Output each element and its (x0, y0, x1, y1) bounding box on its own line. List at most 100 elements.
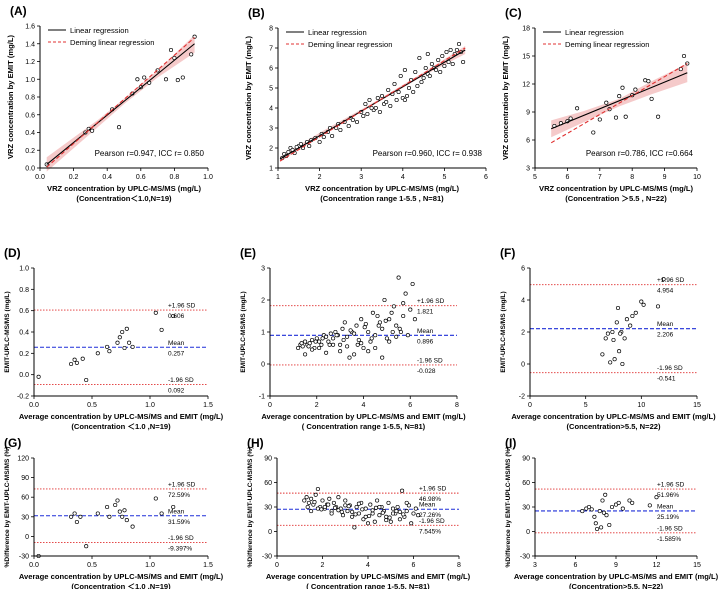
data-point-e (338, 349, 343, 354)
data-point-i (604, 513, 609, 518)
data-point-b (392, 81, 397, 87)
data-point-e (331, 342, 336, 347)
data-point-e (403, 291, 408, 296)
y-tick-label-c: 3 (526, 166, 530, 173)
data-point-h (401, 512, 406, 517)
data-point-h (304, 495, 309, 500)
y-tick-label-b: 5 (269, 86, 273, 93)
data-point-b (365, 111, 370, 117)
data-point-h (331, 500, 336, 505)
legend-label-linear-b: Linear regression (308, 28, 367, 37)
data-point-b (419, 79, 424, 85)
deming-regression-line-b (279, 47, 466, 162)
lower-limit-label-h: -1.96 SD (419, 518, 445, 525)
mean-value-i: 25.19% (657, 514, 679, 521)
lower-limit-label-g: -1.96 SD (168, 535, 194, 542)
data-point-d (153, 310, 158, 315)
data-point-h (350, 514, 355, 519)
x-axis-title-f: Average concentration by UPLC-MS/MS and … (511, 412, 716, 421)
x-axis-title-d: Average concentration by UPLC-MS/MS and … (19, 412, 224, 421)
legend-label-deming-a: Deming linear regression (70, 38, 154, 47)
data-point-b (298, 141, 303, 147)
x-tick-label-i: 9 (614, 562, 618, 569)
data-point-e (356, 337, 361, 343)
data-point-h (313, 492, 318, 497)
data-point-b (425, 51, 430, 57)
mean-value-e: 0.896 (417, 338, 434, 345)
lower-limit-label-d: -1.96 SD (168, 377, 194, 384)
data-point-f (655, 304, 661, 309)
data-point-i (627, 498, 632, 503)
data-point-d (105, 344, 110, 349)
data-point-f (620, 361, 625, 367)
legend-label-deming-c: Deming linear regression (565, 40, 649, 49)
legend-label-linear-a: Linear regression (70, 26, 129, 35)
y-tick-label-g: -30 (19, 554, 29, 561)
data-point-e (396, 275, 401, 280)
y-tick-label-a: 1.0 (25, 77, 35, 84)
data-point-f (630, 313, 635, 319)
data-point-g (159, 511, 164, 516)
data-point-d (130, 344, 135, 349)
data-point-a (175, 78, 180, 83)
deming-regression-line-a (46, 37, 195, 168)
y-tick-label-d: 0.2 (19, 351, 29, 358)
data-point-c (623, 114, 628, 119)
data-point-e (342, 320, 347, 325)
x-axis-title-c: VRZ concentration by UPLC-MS/MS (mg/L) (539, 184, 693, 193)
data-point-h (350, 509, 355, 514)
data-point-h (352, 525, 357, 530)
upper-limit-value-f: 4.954 (657, 288, 674, 295)
lower-limit-label-e: -1.96 SD (417, 357, 443, 364)
y-tick-label-g: 90 (21, 475, 29, 482)
data-point-h (306, 500, 311, 505)
data-point-c (678, 67, 683, 72)
x-tick-label-b: 5 (442, 174, 446, 181)
data-point-b (388, 103, 393, 109)
data-point-e (345, 334, 350, 339)
x-tick-label-c: 8 (630, 174, 634, 181)
panel-label-e: (E) (240, 246, 256, 260)
data-point-h (336, 508, 341, 513)
data-point-h (409, 521, 414, 526)
data-point-e (389, 310, 394, 315)
y-tick-label-f: 0 (521, 362, 525, 369)
mean-value-d: 0.257 (168, 350, 185, 357)
data-point-e (319, 342, 324, 347)
data-point-h (343, 503, 348, 508)
data-point-a (135, 77, 140, 82)
data-point-h (395, 504, 400, 510)
x-tick-label-e: 4 (362, 402, 366, 409)
data-point-f (641, 302, 646, 307)
x-tick-label-d: 1.0 (145, 402, 155, 409)
lower-limit-value-h: 7.545% (419, 528, 441, 535)
data-point-f (612, 357, 617, 362)
annotation-c: Pearson r=0.786, ICC r=0.664 (586, 149, 694, 158)
data-point-i (589, 507, 594, 512)
y-tick-label-e: 3 (261, 266, 265, 273)
data-point-e (362, 325, 367, 330)
x-tick-label-h: 6 (412, 562, 416, 569)
y-tick-label-f: 6 (521, 266, 525, 273)
data-point-e (410, 281, 415, 287)
y-tick-label-c: 18 (522, 26, 530, 33)
panel-label-d: (D) (4, 246, 21, 260)
data-point-b (379, 93, 385, 99)
data-point-h (363, 506, 368, 511)
mean-label-g: Mean (168, 508, 185, 515)
data-point-h (406, 503, 411, 508)
x-tick-label-i: 12 (653, 562, 661, 569)
data-point-b (350, 117, 355, 123)
data-point-h (343, 498, 348, 503)
data-point-h (387, 515, 392, 520)
data-point-e (361, 345, 366, 351)
data-point-c (681, 53, 687, 59)
data-point-d (117, 335, 122, 340)
data-point-d (127, 340, 132, 345)
y-axis-title-h: %Difference by EMIT-UPLC-MS/MS (%) (247, 447, 254, 568)
chart-subtitle-h: ( Concentration range 1-5.5, N=81) (306, 582, 430, 589)
data-point-b (438, 69, 443, 75)
data-point-e (317, 345, 322, 351)
y-tick-label-d: 0.0 (19, 372, 29, 379)
y-tick-label-a: 0.8 (25, 95, 35, 102)
